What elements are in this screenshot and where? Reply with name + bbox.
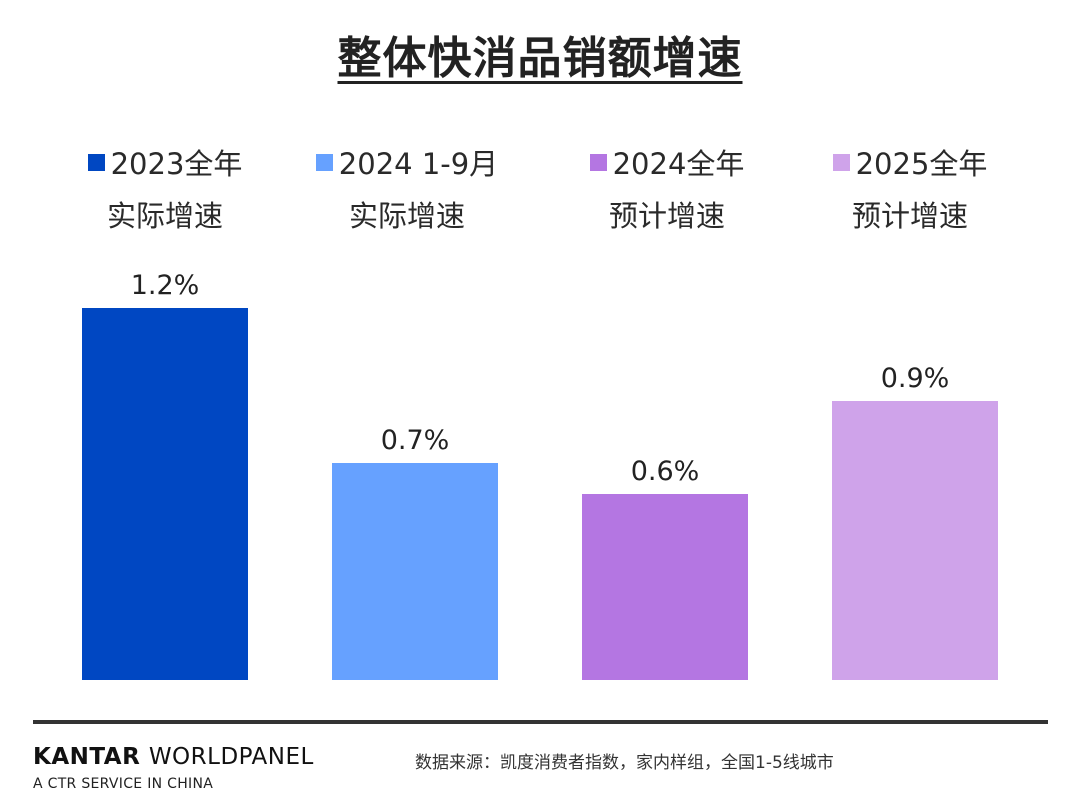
legend-label-line2: 实际增速 — [106, 199, 223, 233]
legend-label-line1: 2025全年 — [855, 147, 988, 181]
legend-swatch — [589, 154, 607, 171]
bar-value-label-3: 0.6% — [631, 456, 700, 487]
chart-title-wrap: 整体快消品销额增速 — [0, 22, 1080, 86]
bar-value-label-1: 1.2% — [131, 270, 200, 301]
bar-2 — [332, 463, 498, 680]
bar-3 — [582, 494, 748, 680]
brand-name-bold: KANTAR — [33, 744, 141, 770]
legend-item-2024-jan-sep: 2024 1-9月 实际增速 — [307, 138, 507, 242]
bar-value-label-4: 0.9% — [881, 363, 950, 394]
legend-item-2025-full-year: 2025全年 预计增速 — [810, 138, 1010, 242]
legend-label-line1: 2023全年 — [110, 147, 243, 181]
brand-name-light: WORLDPANEL — [148, 744, 314, 770]
bar-value-label-2: 0.7% — [381, 425, 450, 456]
legend-label-line2: 预计增速 — [608, 199, 725, 233]
legend-item-2024-full-year: 2024全年 预计增速 — [567, 138, 767, 242]
legend-label-line2: 预计增速 — [851, 199, 968, 233]
bar-4 — [832, 401, 998, 680]
chart-title: 整体快消品销额增速 — [337, 33, 743, 84]
footer-divider — [33, 720, 1048, 724]
legend-label-line1: 2024全年 — [612, 147, 745, 181]
legend-label-line2: 实际增速 — [348, 199, 465, 233]
legend-label-line1: 2024 1-9月 — [338, 147, 499, 181]
data-source-note: 数据来源：凯度消费者指数，家内样组，全国1-5线城市 — [415, 753, 834, 773]
legend-swatch — [315, 154, 333, 171]
bar-1 — [82, 308, 248, 680]
brand-tagline: A CTR SERVICE IN CHINA — [33, 776, 214, 792]
legend-swatch — [87, 154, 105, 171]
legend-swatch — [832, 154, 850, 171]
brand-logo: KANTAR WORLDPANEL — [33, 744, 314, 770]
legend-item-2023-full-year: 2023全年 实际增速 — [65, 138, 265, 242]
